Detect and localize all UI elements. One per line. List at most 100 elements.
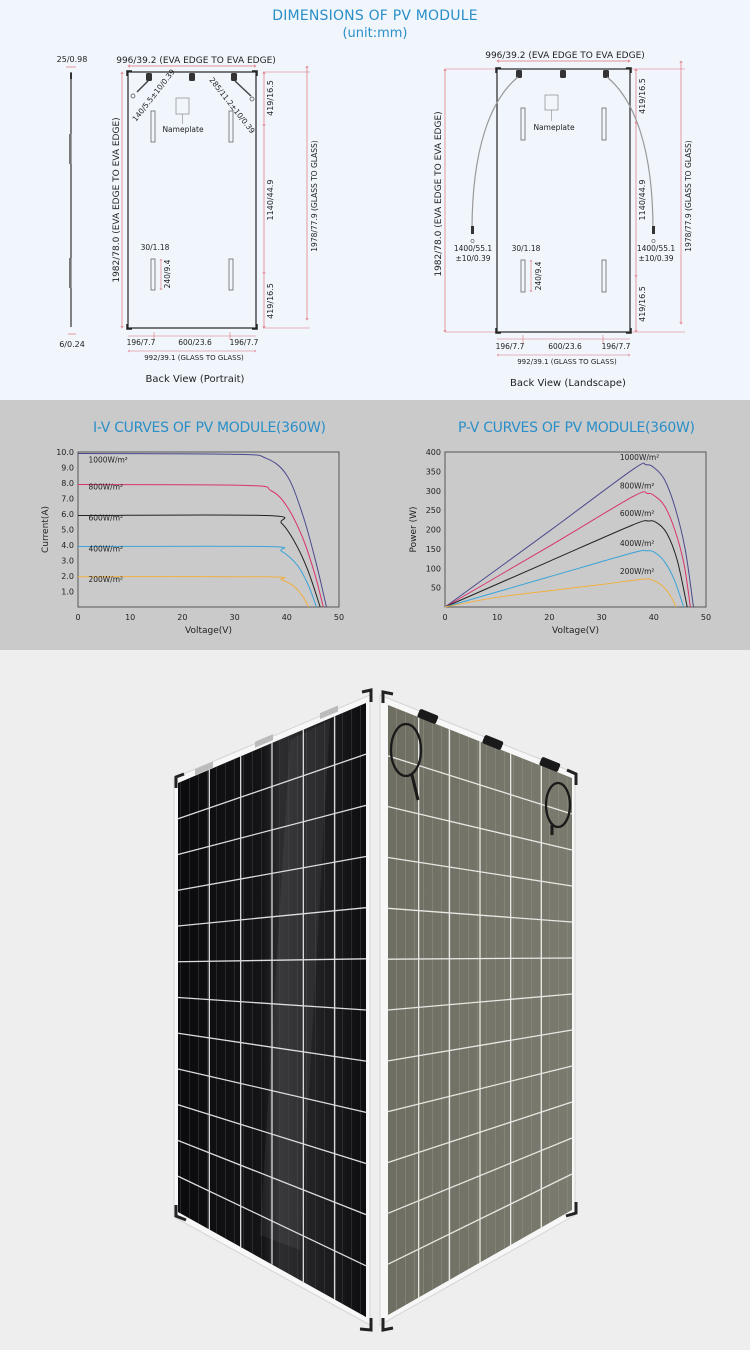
- svg-text:1000W/m²: 1000W/m²: [88, 456, 127, 465]
- svg-text:400W/m²: 400W/m²: [88, 545, 123, 554]
- svg-text:0: 0: [442, 613, 447, 622]
- svg-text:1.0: 1.0: [61, 588, 74, 597]
- svg-text:20: 20: [177, 613, 187, 622]
- svg-text:10: 10: [125, 613, 135, 622]
- svg-text:Power (W): Power (W): [409, 507, 419, 553]
- landscape-bottom-left: 196/7.7: [496, 342, 525, 351]
- portrait-mid-span: 1140/44.9: [266, 180, 275, 221]
- svg-text:50: 50: [431, 584, 441, 593]
- dimensions-unit: (unit:mm): [342, 26, 408, 41]
- svg-text:10.0: 10.0: [56, 448, 74, 457]
- side-profile-view: 25/0.98 6/0.24: [57, 55, 88, 349]
- svg-text:150: 150: [426, 545, 441, 554]
- portrait-drawing: 996/39.2 (EVA EDGE TO EVA EDGE) 1982/78.…: [112, 56, 319, 385]
- landscape-height-glass: 1978/77.9 (GLASS TO GLASS): [684, 140, 693, 252]
- cable-coil-icon: [544, 781, 572, 829]
- junction-box-icon: [603, 70, 609, 78]
- landscape-cable-left-tol: ±10/0.39: [455, 254, 490, 263]
- svg-text:3.0: 3.0: [61, 557, 74, 566]
- svg-text:400: 400: [426, 448, 441, 457]
- mounting-clip-icon: [601, 259, 607, 293]
- mounting-clip-icon: [228, 110, 234, 143]
- svg-text:0: 0: [75, 613, 80, 622]
- portrait-bottom-right: 196/7.7: [230, 338, 259, 347]
- portrait-cable-right: 285/11.2±10/0.39: [207, 76, 256, 136]
- junction-box-icon: [560, 70, 566, 78]
- landscape-cable-right-length: 1400/55.1: [637, 244, 676, 253]
- svg-text:50: 50: [334, 613, 344, 622]
- side-top-dim: 25/0.98: [57, 55, 88, 64]
- landscape-bottom-mid: 600/23.6: [548, 342, 582, 351]
- svg-text:Current(A): Current(A): [41, 506, 51, 553]
- svg-text:Voltage(V): Voltage(V): [552, 626, 599, 636]
- svg-text:5.0: 5.0: [61, 526, 74, 535]
- landscape-clip-width: 30/1.18: [512, 244, 541, 253]
- svg-text:600W/m²: 600W/m²: [620, 509, 655, 518]
- landscape-caption: Back View (Landscape): [510, 378, 626, 389]
- mounting-clip-icon: [150, 110, 156, 143]
- junction-box-icon: [482, 735, 504, 750]
- bifacial-module-illustration: [173, 688, 578, 1332]
- svg-text:200: 200: [426, 526, 441, 535]
- portrait-nameplate: Nameplate: [162, 125, 204, 134]
- mounting-clip-icon: [520, 107, 526, 141]
- portrait-bottom-left: 196/7.7: [127, 338, 156, 347]
- landscape-height-eva: 1982/78.0 (EVA EDGE TO EVA EDGE): [434, 111, 444, 276]
- landscape-bottom-width: 992/39.1 (GLASS TO GLASS): [517, 358, 617, 366]
- portrait-height-glass: 1978/77.9 (GLASS TO GLASS): [310, 140, 319, 252]
- svg-text:300: 300: [426, 487, 441, 496]
- portrait-clip-width: 30/1.18: [141, 243, 170, 252]
- junction-box-icon: [146, 73, 152, 81]
- svg-text:400W/m²: 400W/m²: [620, 539, 655, 548]
- back-panel: [379, 690, 578, 1332]
- svg-text:40: 40: [282, 613, 292, 622]
- portrait-top-offset: 419/16.5: [266, 80, 275, 116]
- cable-coil-icon: [389, 722, 423, 778]
- landscape-bottom-offset: 419/16.5: [638, 286, 647, 322]
- landscape-cable-right-tol: ±10/0.39: [638, 254, 673, 263]
- portrait-bottom-width: 992/39.1 (GLASS TO GLASS): [144, 354, 244, 362]
- iv-chart: 0 10 20 30 40 50 1.0 2.0 3.0 4.0 5.0 6.0 7.0 8.0 9.0 10…: [41, 448, 344, 636]
- product-photo-section: [0, 650, 750, 1350]
- svg-text:800W/m²: 800W/m²: [620, 481, 655, 490]
- svg-text:10: 10: [492, 613, 502, 622]
- mounting-clip-icon: [520, 259, 526, 293]
- portrait-clip-height: 240/9.4: [163, 259, 172, 288]
- mounting-clip-icon: [228, 258, 234, 291]
- svg-text:9.0: 9.0: [61, 464, 74, 473]
- svg-text:200W/m²: 200W/m²: [88, 575, 123, 584]
- svg-text:600W/m²: 600W/m²: [88, 514, 123, 523]
- svg-text:7.0: 7.0: [61, 495, 74, 504]
- portrait-height-eva: 1982/78.0 (EVA EDGE TO EVA EDGE): [112, 117, 122, 282]
- pv-chart-title: P-V CURVES OF PV MODULE(360W): [458, 420, 695, 436]
- landscape-top-width: 996/39.2 (EVA EDGE TO EVA EDGE): [485, 51, 645, 61]
- landscape-clip-height: 240/9.4: [534, 261, 543, 290]
- dimensions-title: DIMENSIONS OF PV MODULE: [272, 8, 478, 24]
- junction-box-icon: [417, 709, 439, 724]
- portrait-top-width: 996/39.2 (EVA EDGE TO EVA EDGE): [116, 56, 276, 66]
- svg-text:8.0: 8.0: [61, 479, 74, 488]
- svg-text:800W/m²: 800W/m²: [88, 483, 123, 492]
- nameplate-icon: [175, 97, 190, 115]
- iv-chart-title: I-V CURVES OF PV MODULE(360W): [93, 420, 326, 436]
- landscape-nameplate: Nameplate: [533, 123, 575, 132]
- landscape-drawing: 996/39.2 (EVA EDGE TO EVA EDGE) 1982/78.…: [434, 51, 693, 389]
- svg-text:1000W/m²: 1000W/m²: [620, 453, 659, 462]
- side-bottom-dim: 6/0.24: [59, 340, 85, 349]
- mounting-clip-icon: [150, 258, 156, 291]
- portrait-cable-left: 140/5.5±10/0.39: [130, 67, 177, 123]
- portrait-bottom-mid: 600/23.6: [178, 338, 212, 347]
- pv-chart: 0 10 20 30 40 50 50 100 150 200 250 300 350 400 Voltag…: [409, 448, 711, 636]
- svg-text:50: 50: [701, 613, 711, 622]
- mounting-clip-icon: [601, 107, 607, 141]
- svg-text:4.0: 4.0: [61, 541, 74, 550]
- svg-text:30: 30: [597, 613, 607, 622]
- charts-section: I-V CURVES OF PV MODULE(360W) P-V CURVES…: [0, 400, 750, 650]
- portrait-bottom-offset: 419/16.5: [266, 283, 275, 319]
- portrait-caption: Back View (Portrait): [146, 374, 245, 385]
- svg-text:250: 250: [426, 506, 441, 515]
- svg-text:6.0: 6.0: [61, 510, 74, 519]
- svg-text:30: 30: [230, 613, 240, 622]
- junction-box-icon: [189, 73, 195, 81]
- nameplate-icon: [544, 94, 559, 111]
